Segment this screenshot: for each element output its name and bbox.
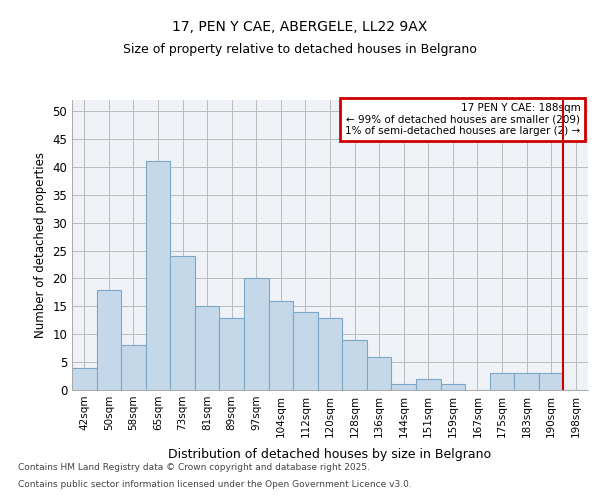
Bar — [195, 306, 220, 390]
Bar — [72, 368, 97, 390]
Text: 17, PEN Y CAE, ABERGELE, LL22 9AX: 17, PEN Y CAE, ABERGELE, LL22 9AX — [172, 20, 428, 34]
X-axis label: Distribution of detached houses by size in Belgrano: Distribution of detached houses by size … — [169, 448, 491, 461]
Text: 17 PEN Y CAE: 188sqm
← 99% of detached houses are smaller (209)
1% of semi-detac: 17 PEN Y CAE: 188sqm ← 99% of detached h… — [345, 103, 580, 136]
Bar — [170, 256, 195, 390]
Bar — [342, 340, 367, 390]
Bar — [539, 374, 563, 390]
Bar — [121, 346, 146, 390]
Text: Size of property relative to detached houses in Belgrano: Size of property relative to detached ho… — [123, 42, 477, 56]
Bar — [514, 374, 539, 390]
Bar — [490, 374, 514, 390]
Bar — [367, 356, 391, 390]
Bar — [97, 290, 121, 390]
Text: Contains HM Land Registry data © Crown copyright and database right 2025.: Contains HM Land Registry data © Crown c… — [18, 464, 370, 472]
Bar — [416, 379, 440, 390]
Bar — [293, 312, 318, 390]
Bar — [440, 384, 465, 390]
Y-axis label: Number of detached properties: Number of detached properties — [34, 152, 47, 338]
Bar — [220, 318, 244, 390]
Text: Contains public sector information licensed under the Open Government Licence v3: Contains public sector information licen… — [18, 480, 412, 489]
Bar — [146, 162, 170, 390]
Bar — [391, 384, 416, 390]
Bar — [269, 301, 293, 390]
Bar — [318, 318, 342, 390]
Bar — [244, 278, 269, 390]
